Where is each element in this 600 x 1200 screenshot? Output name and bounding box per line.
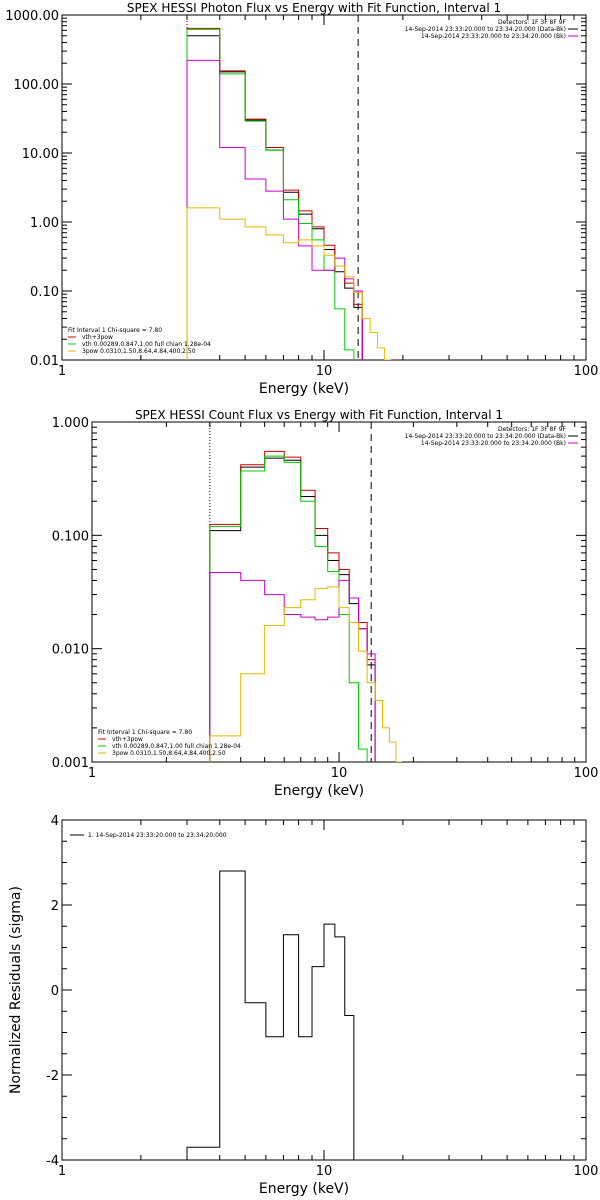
legend-entry-right: 14-Sep-2014 23:33:20.000 to 23:34:20.000… <box>405 433 566 440</box>
series-4-line <box>186 59 363 360</box>
legend-entry-left: vth 0.00289,0.847,1.00 full chian 1.28e-… <box>82 341 211 348</box>
x-axis-label: Energy (keV) <box>259 1181 349 1197</box>
y-tick-label: 0.001 <box>52 756 89 771</box>
y-axis-label: Normalized Residuals (sigma) <box>8 886 24 1094</box>
series-5-line <box>186 207 391 360</box>
x-tick-label: 1 <box>88 766 96 781</box>
legend-entry-left: 3pow 0.0310,1.50,8.64,4.84,400,2.50 <box>82 348 196 355</box>
legend-fit-header: Fit Interval 1 Chi-square = 7.80 <box>68 327 162 334</box>
legend-entry-right: 14-Sep-2014 23:33:20.000 to 23:34:20.000… <box>421 440 566 447</box>
series-1-line <box>209 457 376 762</box>
legend-entry-left: 3pow 0.0310,1.50,8.64,4.84,400,2.50 <box>112 750 226 757</box>
x-tick-label: 100 <box>574 766 599 781</box>
series-3-line <box>209 455 368 762</box>
series-3-line <box>186 28 355 360</box>
chart-panel-3: 1 10 100 -4 -2 0 2 4 Energy (keV) Normalized Resi… <box>8 814 598 1197</box>
chart-title: SPEX HESSI Count Flux vs Energy with Fit… <box>135 408 503 422</box>
x-tick-label: 10 <box>316 364 333 379</box>
x-tick-label: 1 <box>58 364 66 379</box>
series-1-line <box>186 35 363 360</box>
legend-entry-left: vth+3pow <box>82 334 113 341</box>
y-tick-label: 1.00 <box>30 216 59 231</box>
x-axis-label: Energy (keV) <box>274 783 364 799</box>
series-2-line <box>186 27 363 360</box>
legend-entry: 1. 14-Sep-2014 23:33:20.000 to 23:34:20.… <box>88 832 227 839</box>
plot-frame <box>61 14 587 361</box>
x-tick-label: 10 <box>331 766 348 781</box>
series-1-line <box>186 870 363 1160</box>
legend-entry-left: vth 0.00289,0.847,1.00 full chian 1.28e-… <box>112 743 241 750</box>
series-2-line <box>209 450 376 762</box>
chart-panel-2: 1 10 100 0.001 0.010 0.100 1.000 SPEX HESSI Cou… <box>52 408 599 799</box>
legend-detectors: Detectors: 1F 3F 8F 9F <box>498 426 567 433</box>
y-tick-label: -4 <box>46 1154 59 1169</box>
x-tick-label: 100 <box>574 364 599 379</box>
y-tick-label: 2 <box>51 899 59 914</box>
plot-frame <box>61 819 587 1161</box>
chart-title: SPEX HESSI Photon Flux vs Energy with Fi… <box>127 1 501 15</box>
x-tick-label: 100 <box>574 1164 599 1179</box>
series-4-line <box>209 572 376 762</box>
y-tick-label: 0.100 <box>52 529 89 544</box>
y-tick-label: 1.000 <box>52 416 89 431</box>
x-axis-label: Energy (keV) <box>259 381 349 397</box>
legend-fit-header: Fit Interval 1 Chi-square = 7.80 <box>98 729 192 736</box>
chart-panel-1: 1 10 100 0.01 0.10 1.00 10.00 100.00 1000.00 SPEX… <box>5 1 598 397</box>
x-tick-label: 10 <box>316 1164 333 1179</box>
legend-entry-right: 14-Sep-2014 23:33:20.000 to 23:34:20.000… <box>421 33 566 40</box>
y-tick-label: -2 <box>46 1069 59 1084</box>
x-tick-label: 1 <box>58 1164 66 1179</box>
y-tick-label: 0.010 <box>52 643 89 658</box>
y-tick-label: 0.10 <box>30 285 59 300</box>
legend-entry-left: vth+3pow <box>112 736 143 743</box>
y-tick-label: 0.01 <box>30 354 59 369</box>
series-5-line <box>209 586 403 762</box>
y-tick-label: 100.00 <box>14 78 60 93</box>
y-tick-label: 10.00 <box>22 147 59 162</box>
legend-entry-right: 14-Sep-2014 23:33:20.000 to 23:34:20.000… <box>405 26 566 33</box>
y-tick-label: 1000.00 <box>5 9 59 24</box>
y-tick-label: 0 <box>51 984 59 999</box>
legend-detectors: Detectors: 1F 3F 8F 9F <box>498 19 567 26</box>
y-tick-label: 4 <box>51 814 59 829</box>
